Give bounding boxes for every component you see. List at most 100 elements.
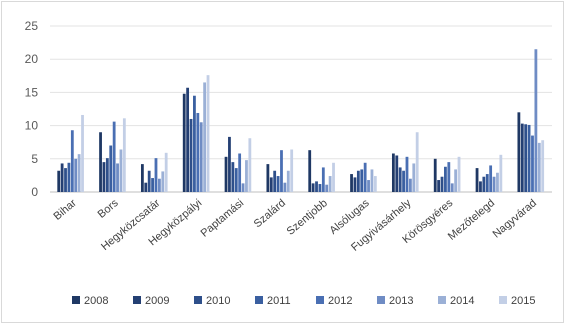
legend-label: 2008 [84, 295, 108, 307]
bar [402, 170, 405, 192]
bar [527, 124, 531, 192]
legend-label: 2013 [389, 295, 413, 307]
bar [415, 132, 419, 192]
bar [280, 150, 283, 192]
legend-label: 2009 [145, 295, 169, 307]
bar [290, 149, 294, 192]
bar [517, 112, 521, 192]
bar [531, 135, 534, 192]
bar [391, 153, 395, 192]
bar [116, 163, 119, 192]
legend-swatch [133, 296, 141, 304]
bar [353, 177, 357, 192]
bar [122, 118, 126, 192]
bar [189, 118, 193, 192]
legend-swatch [438, 296, 446, 304]
bar [77, 154, 81, 192]
x-tick-label: Mezőtelegd [446, 197, 497, 243]
bar [440, 176, 444, 192]
bar [444, 166, 447, 192]
bar [363, 162, 367, 192]
bar [541, 140, 545, 192]
legend-label: 2015 [511, 295, 535, 307]
bar [318, 184, 322, 192]
bar [154, 158, 158, 192]
legend-label: 2011 [267, 295, 291, 307]
bar [450, 183, 454, 192]
bar [408, 178, 412, 192]
bar [203, 82, 207, 192]
legend-swatch [255, 296, 263, 304]
bar [524, 124, 528, 192]
bar [241, 183, 245, 192]
bar [144, 182, 148, 192]
legend-label: 2012 [328, 295, 352, 307]
bar [70, 130, 74, 192]
bar [489, 165, 493, 192]
bar [81, 114, 84, 192]
legend-label: 2010 [206, 295, 230, 307]
bar [485, 174, 489, 192]
bar [224, 156, 228, 192]
x-tick-label: Bihar [51, 197, 79, 223]
bar [186, 87, 190, 192]
bar [308, 150, 312, 192]
bar [67, 162, 71, 192]
bar [356, 170, 360, 192]
x-tick-label: Nagyvárad [491, 197, 539, 240]
bar [534, 49, 538, 192]
bar [206, 75, 210, 192]
bar [395, 155, 399, 192]
bar [283, 182, 287, 192]
bar [433, 158, 437, 192]
bar [398, 167, 402, 192]
bar [373, 176, 377, 192]
legend-swatch [316, 296, 324, 304]
bar [112, 121, 116, 192]
bar [140, 164, 144, 192]
bar [147, 170, 151, 192]
bar [315, 181, 318, 192]
bar [276, 176, 280, 192]
y-tick-label: 25 [25, 19, 39, 33]
bar [109, 145, 113, 192]
bar [164, 152, 168, 192]
x-tick-label: Szalárd [252, 197, 288, 230]
bar [57, 170, 61, 192]
y-tick-label: 0 [31, 185, 38, 199]
bar [266, 164, 270, 192]
legend-swatch [499, 296, 507, 304]
bar [105, 158, 109, 192]
bar [193, 95, 196, 192]
y-tick-label: 5 [31, 152, 38, 166]
legend-label: 2014 [450, 295, 474, 307]
bar [60, 163, 64, 192]
legend-swatch [72, 296, 80, 304]
bar [492, 176, 496, 192]
bar [325, 184, 329, 192]
bar [74, 158, 78, 192]
bar [157, 178, 161, 192]
bar [499, 154, 503, 192]
bar [457, 156, 461, 192]
bar [328, 176, 332, 192]
bar [360, 169, 364, 192]
bar [245, 160, 248, 192]
bar [520, 123, 524, 192]
bar [238, 153, 242, 192]
bar [286, 170, 290, 192]
x-tick-label: Szentjobb [285, 197, 330, 238]
bar [199, 122, 203, 192]
legend-swatch [194, 296, 202, 304]
bar [370, 169, 374, 192]
bar [234, 168, 238, 192]
y-tick-label: 15 [25, 85, 39, 99]
y-tick-label: 20 [25, 52, 39, 66]
bar [412, 163, 416, 192]
bar [321, 167, 325, 192]
bar [228, 136, 231, 192]
bar [350, 174, 353, 192]
legend-swatch [377, 296, 385, 304]
bar [273, 170, 277, 192]
bar [248, 138, 252, 192]
